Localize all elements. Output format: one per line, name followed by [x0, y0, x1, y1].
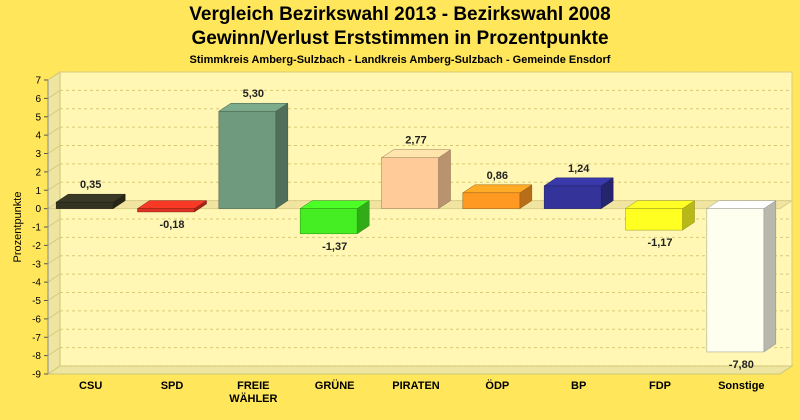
x-tick-label: Sonstige: [718, 380, 764, 392]
y-tick-label: 1: [35, 186, 41, 197]
bar-top: [136, 200, 208, 209]
data-label: 2,77: [405, 135, 426, 147]
bar-4: [380, 149, 452, 210]
bar-top: [299, 200, 370, 209]
gridline-diagonal: [47, 236, 61, 246]
bar-front: [55, 201, 114, 209]
bar-front: [299, 208, 358, 235]
bar-front: [218, 110, 277, 209]
y-tick-label: 2: [35, 167, 41, 178]
bar-3: [299, 200, 370, 235]
y-tick-label: -8: [32, 351, 41, 362]
gridline-diagonal: [47, 181, 61, 191]
bar-8: [706, 200, 777, 353]
gridline-diagonal: [47, 89, 61, 99]
gridline-diagonal: [47, 126, 61, 136]
data-label: -0,18: [159, 219, 184, 231]
y-tick-label: 3: [35, 149, 41, 160]
x-tick-label: PIRATEN: [392, 380, 440, 392]
x-tick-label: GRÜNE: [315, 379, 355, 392]
bar-top: [380, 149, 452, 158]
bar-front: [462, 192, 521, 209]
chart-title: Vergleich Bezirkswahl 2013 - Bezirkswahl…: [189, 4, 611, 25]
bar-side: [438, 149, 451, 210]
gridline-diagonal: [47, 310, 61, 320]
y-axis-title: Prozentpunkte: [12, 192, 24, 263]
bar-1: [136, 200, 208, 213]
data-label: 5,30: [243, 88, 264, 100]
gridline-diagonal: [47, 108, 61, 118]
y-tick-label: 6: [35, 94, 41, 105]
gridline-diagonal: [47, 218, 61, 228]
bar-top: [55, 193, 126, 203]
bar-front: [381, 157, 439, 209]
y-tick-label: -7: [32, 333, 41, 344]
y-tick-label: -5: [32, 296, 41, 307]
data-label: 0,35: [80, 179, 101, 191]
gridline-diagonal: [47, 328, 61, 338]
bar-0: [55, 193, 126, 210]
plot-floor: [46, 365, 794, 375]
bar-top: [543, 177, 614, 187]
bar-front: [543, 185, 602, 209]
x-tick-label: FDP: [649, 380, 671, 392]
y-tick-label: -9: [32, 370, 41, 381]
bar-top: [218, 102, 289, 112]
data-label: -7,80: [729, 359, 754, 371]
y-tick-label: -3: [32, 259, 41, 270]
bar-front: [625, 208, 683, 231]
bar-top: [462, 184, 533, 194]
x-tick-label: SPD: [161, 380, 184, 392]
gridline-diagonal: [47, 145, 61, 154]
y-tick-label: 5: [35, 112, 41, 123]
gridline-diagonal: [47, 163, 61, 173]
bar-front: [706, 208, 765, 353]
y-tick-label: 4: [35, 131, 41, 142]
bar-top: [624, 200, 696, 209]
y-tick-label: -4: [32, 278, 41, 289]
bar-side: [763, 200, 777, 353]
gridline-diagonal: [47, 71, 61, 81]
y-tick-label: -1: [32, 223, 41, 234]
gridline-diagonal: [47, 365, 61, 375]
x-tick-label: CSU: [79, 380, 102, 392]
bar-front: [137, 208, 195, 213]
data-label: 0,86: [487, 170, 508, 182]
bar-5: [462, 184, 533, 210]
y-tick-label: 0: [35, 204, 41, 215]
data-label: -1,17: [647, 237, 672, 249]
x-tick-label: ÖDP: [485, 379, 509, 392]
gridline-diagonal: [47, 292, 61, 301]
chart-sub-subtitle: Stimmkreis Amberg-Sulzbach - Landkreis A…: [189, 54, 611, 66]
bar-6: [543, 177, 614, 210]
chart-subtitle: Gewinn/Verlust Erststimmen in Prozentpun…: [191, 28, 609, 49]
bar-2: [218, 102, 289, 210]
gridline-diagonal: [47, 273, 61, 283]
y-tick-label: 7: [35, 76, 41, 87]
gridline-diagonal: [47, 255, 61, 265]
gridline-diagonal: [47, 347, 61, 357]
data-label: 1,24: [568, 163, 590, 175]
y-tick-label: -2: [32, 241, 41, 252]
data-label: -1,37: [322, 241, 347, 253]
x-tick-label: FREIE: [237, 380, 269, 392]
bar-7: [624, 200, 696, 231]
x-tick-label: WÄHLER: [229, 392, 277, 405]
x-tick-label: BP: [571, 380, 586, 392]
bar-side: [275, 102, 289, 210]
bar-top: [706, 200, 777, 209]
y-tick-label: -6: [32, 314, 41, 325]
